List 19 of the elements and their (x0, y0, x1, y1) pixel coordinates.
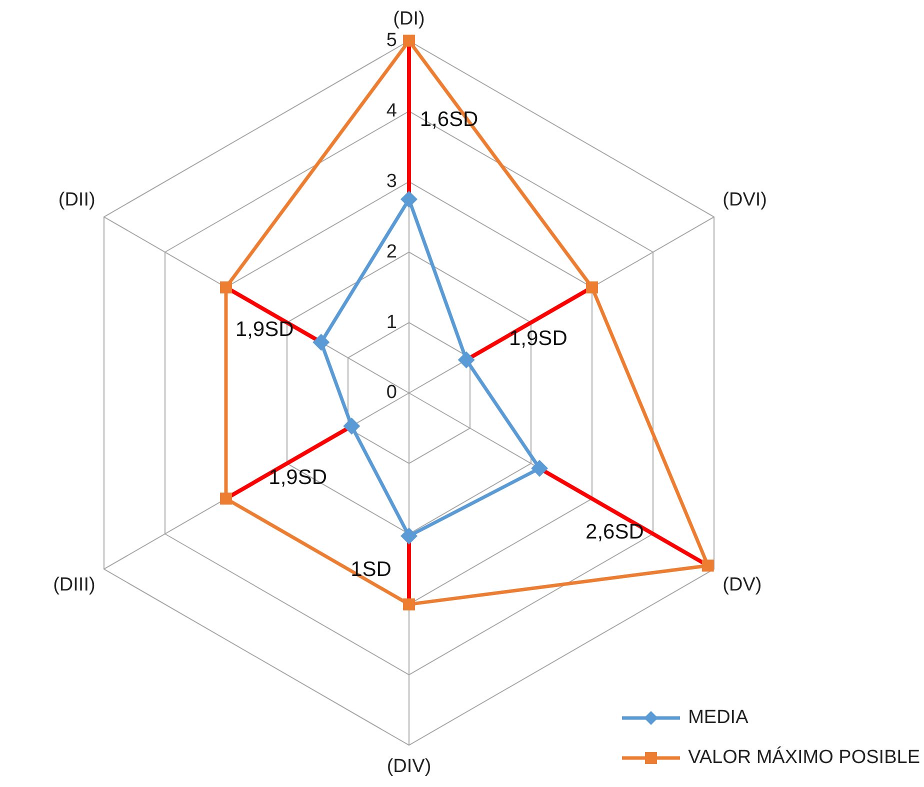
y-tick-label: 5 (386, 30, 397, 52)
text: 1SD (350, 558, 392, 581)
spoke-label: (DVI) (722, 190, 768, 211)
spoke-label: (DII) (58, 190, 96, 211)
spoke-label: (DI) (393, 8, 425, 30)
legend-label: VALOR MÁXIMO POSIBLE (688, 747, 920, 769)
text: 1,9SD (268, 466, 328, 489)
spoke-label: (DV) (722, 574, 762, 596)
text: 1,9SD (235, 318, 294, 342)
spoke-label: (DIII) (53, 574, 96, 596)
spoke-label: (DIV) (386, 756, 432, 777)
legend-label: MEDIA (688, 707, 748, 729)
text: 2,6SD (586, 520, 644, 544)
y-tick-label: 0 (386, 382, 397, 404)
y-tick-label: 4 (386, 100, 398, 122)
text: 1,9SD (508, 327, 568, 350)
y-tick-label: 2 (386, 241, 397, 262)
y-tick-label: 3 (386, 170, 397, 192)
y-tick-label: 1 (386, 312, 397, 333)
